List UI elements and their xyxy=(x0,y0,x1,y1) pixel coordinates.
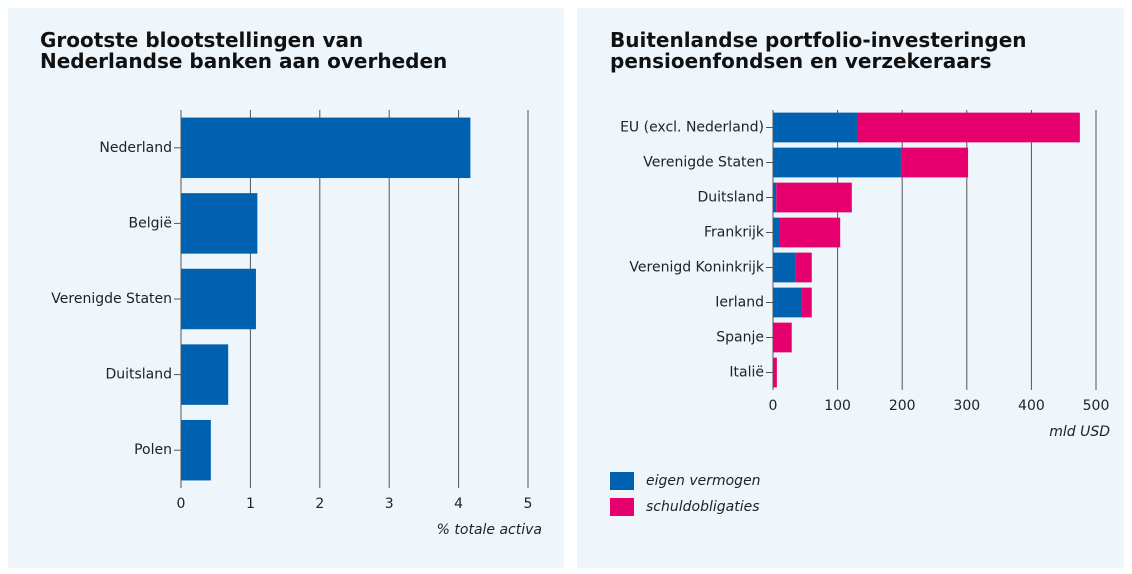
x-tick-label: 3 xyxy=(385,496,394,512)
bar xyxy=(181,344,229,405)
y-tick-label: Nederland xyxy=(99,140,172,156)
x-tick-label: 500 xyxy=(1083,398,1110,414)
x-tick-label: 5 xyxy=(524,496,533,512)
legend-label: eigen vermogen xyxy=(646,473,761,489)
bar-segment xyxy=(776,182,852,213)
x-tick-label: 1 xyxy=(246,496,255,512)
x-tick-label: 100 xyxy=(824,398,851,414)
panel xyxy=(577,8,1124,568)
legend-swatch xyxy=(610,498,634,516)
bar-segment xyxy=(773,287,802,318)
bar-segment xyxy=(773,217,780,248)
x-tick-label: 200 xyxy=(889,398,916,414)
x-axis-label: mld USD xyxy=(1049,424,1110,440)
bar-segment xyxy=(779,217,841,248)
legend-label: schuldobligaties xyxy=(646,499,760,515)
y-tick-label: Polen xyxy=(134,442,172,458)
bar-segment xyxy=(795,252,812,283)
bar-segment xyxy=(801,287,812,318)
y-tick-label: Duitsland xyxy=(697,190,764,206)
y-tick-label: Verenigde Staten xyxy=(643,155,764,171)
y-tick-label: EU (excl. Nederland) xyxy=(620,120,764,136)
bar-segment xyxy=(773,322,792,353)
y-tick-label: Ierland xyxy=(715,295,764,311)
x-tick-label: 300 xyxy=(953,398,980,414)
y-tick-label: Verenigd Koninkrijk xyxy=(629,260,764,276)
y-tick-label: Italië xyxy=(729,365,764,381)
y-tick-label: België xyxy=(129,215,173,231)
bar-segment xyxy=(856,112,1080,143)
bar xyxy=(181,193,258,254)
bar-segment xyxy=(773,357,777,388)
x-tick-label: 0 xyxy=(177,496,186,512)
bar-segment xyxy=(773,147,901,178)
bar xyxy=(181,419,211,481)
bar-segment xyxy=(773,182,777,213)
bar-segment xyxy=(900,147,969,178)
panel xyxy=(8,8,564,568)
y-tick-label: Duitsland xyxy=(105,367,172,383)
legend-swatch xyxy=(610,472,634,490)
y-tick-label: Spanje xyxy=(716,330,764,346)
chart-title: Buitenlandse portfolio-investeringen pen… xyxy=(610,28,1027,73)
x-axis-label: % totale activa xyxy=(437,522,542,538)
bar-segment xyxy=(773,252,796,283)
bar xyxy=(181,268,256,330)
y-tick-label: Frankrijk xyxy=(704,225,765,241)
x-tick-label: 4 xyxy=(454,496,463,512)
x-tick-label: 400 xyxy=(1018,398,1045,414)
x-tick-label: 0 xyxy=(769,398,778,414)
chart-title: Grootste blootstellingen van Nederlandse… xyxy=(40,28,448,73)
bar-segment xyxy=(773,112,857,143)
y-tick-label: Verenigde Staten xyxy=(51,291,172,307)
x-tick-label: 2 xyxy=(315,496,324,512)
bar xyxy=(181,117,471,179)
